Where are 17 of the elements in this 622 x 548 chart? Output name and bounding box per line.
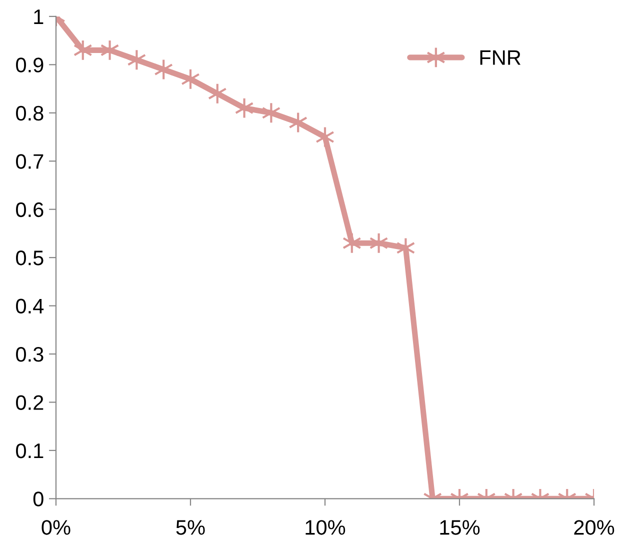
y-tick-label: 0.3 (16, 347, 44, 362)
y-tick-label: 0.1 (16, 443, 44, 458)
y-tick-label: 1 (34, 10, 44, 24)
y-tick-label: 0.5 (16, 250, 44, 266)
y-tick-label: 0 (33, 492, 44, 506)
y-tick-label: 0.8 (16, 106, 44, 121)
x-tick-label: 10% (306, 520, 346, 535)
y-tick-label: 0.6 (16, 202, 44, 218)
x-tick-label: 20% (574, 520, 614, 535)
x-tick-label: 5% (176, 520, 205, 535)
x-tick-label: 0% (42, 520, 70, 535)
y-tick-label: 0.7 (16, 154, 44, 169)
y-tick-label: 0.4 (16, 298, 44, 314)
legend-label: FNR (480, 50, 520, 65)
x-tick-label: 15% (440, 520, 480, 535)
y-tick-label: 0.2 (16, 395, 44, 410)
y-tick-label: 0.9 (16, 58, 44, 72)
